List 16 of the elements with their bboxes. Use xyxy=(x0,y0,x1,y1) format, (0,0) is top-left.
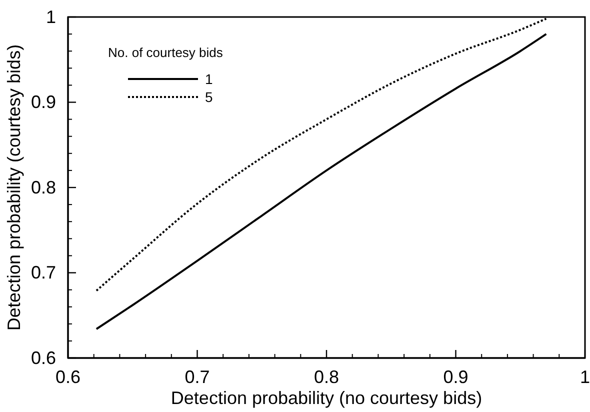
y-axis-title: Detection probability (courtesy bids) xyxy=(4,44,24,331)
x-tick-label: 1 xyxy=(580,366,590,387)
y-tick-label: 0.8 xyxy=(30,177,56,198)
x-axis-title: Detection probability (no courtesy bids) xyxy=(170,388,482,408)
y-tick-label: 0.6 xyxy=(30,348,56,368)
y-tick-label: 0.7 xyxy=(30,262,56,283)
x-tick-label: 0.9 xyxy=(443,366,468,387)
legend-label: 5 xyxy=(205,89,213,105)
legend-title: No. of courtesy bids xyxy=(108,45,224,60)
x-tick-label: 0.8 xyxy=(314,366,340,387)
x-tick-label: 0.6 xyxy=(55,366,81,387)
y-tick-label: 0.9 xyxy=(30,92,56,112)
legend-label: 1 xyxy=(205,71,213,87)
y-tick-label: 1 xyxy=(46,6,56,27)
line-series xyxy=(95,33,548,330)
x-tick-label: 0.7 xyxy=(184,366,210,387)
